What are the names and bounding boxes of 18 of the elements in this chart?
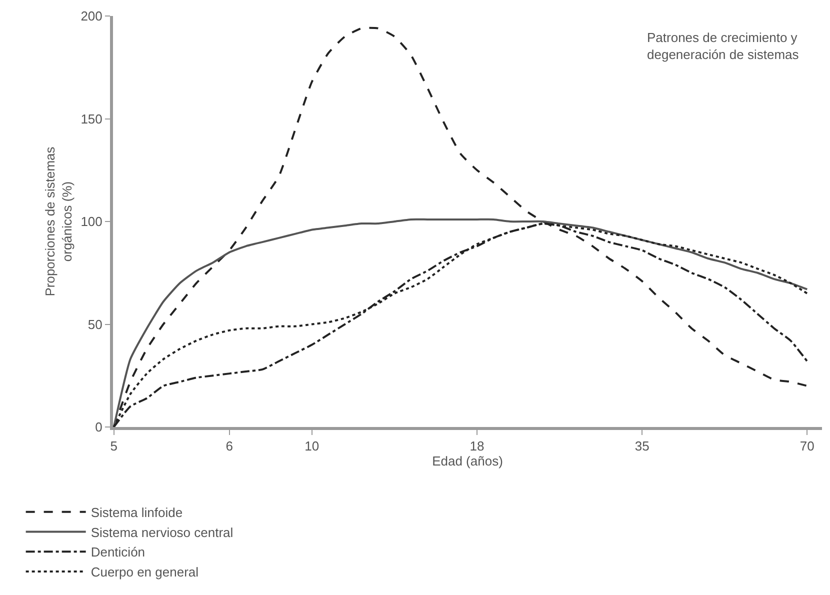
y-tick-label: 100	[80, 214, 102, 230]
x-axis-title: Edad (años)	[432, 454, 503, 469]
y-tick-label: 150	[80, 111, 102, 126]
legend-label: Dentición	[90, 544, 146, 560]
y-tick-label: 50	[88, 316, 102, 332]
x-tick-label: 35	[634, 438, 650, 454]
y-tick-label: 0	[95, 420, 102, 435]
y-tick-label: 200	[80, 8, 102, 24]
x-tick-label: 70	[800, 438, 814, 454]
legend-label: Sistema linfoide	[90, 504, 183, 520]
legend-label: Cuerpo en general	[90, 564, 199, 580]
x-tick-label: 5	[110, 438, 118, 454]
y-axis-title: Proporciones de sistemas orgánicos (%)	[42, 146, 75, 296]
x-tick-label: 10	[304, 438, 320, 454]
annotation: Patrones de crecimiento y degeneración de sistemas	[647, 30, 800, 62]
x-tick-label: 6	[226, 438, 233, 454]
legend-label: Sistema nervioso central	[90, 524, 234, 540]
x-tick-label: 18	[470, 438, 484, 454]
